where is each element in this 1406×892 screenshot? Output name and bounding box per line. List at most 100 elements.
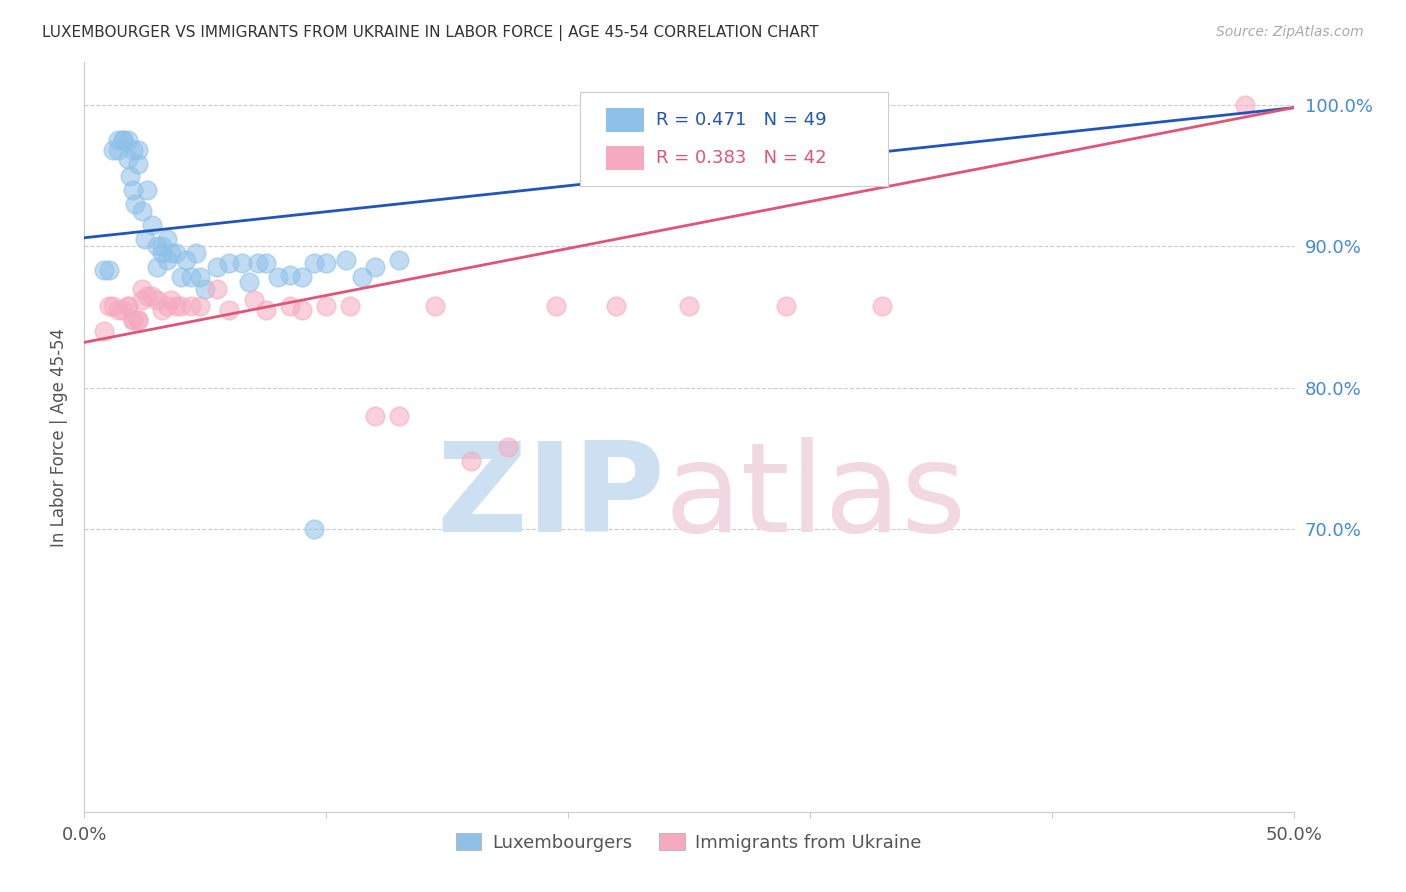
Point <box>170 299 193 313</box>
Point <box>121 183 143 197</box>
Point <box>117 133 139 147</box>
Point <box>363 260 385 275</box>
Point <box>872 299 894 313</box>
Text: R = 0.471   N = 49: R = 0.471 N = 49 <box>657 112 827 129</box>
Point <box>218 256 240 270</box>
Point <box>155 299 177 313</box>
Point <box>165 246 187 260</box>
Point <box>146 293 169 307</box>
Point <box>127 157 149 171</box>
Point <box>117 299 139 313</box>
Point <box>605 299 627 313</box>
Point <box>124 196 146 211</box>
Point <box>121 312 143 326</box>
Point <box>134 232 156 246</box>
Point <box>678 299 700 313</box>
Point <box>267 270 290 285</box>
Point <box>120 169 142 183</box>
Point <box>141 289 163 303</box>
Point <box>127 312 149 326</box>
Point <box>97 299 120 313</box>
Point <box>302 522 325 536</box>
Point <box>460 454 482 468</box>
Point <box>184 246 207 260</box>
Point <box>160 293 183 307</box>
Point <box>150 302 173 317</box>
Point <box>254 302 277 317</box>
Point <box>352 270 374 285</box>
Point <box>131 203 153 218</box>
Point <box>207 260 229 275</box>
Text: LUXEMBOURGER VS IMMIGRANTS FROM UKRAINE IN LABOR FORCE | AGE 45-54 CORRELATION C: LUXEMBOURGER VS IMMIGRANTS FROM UKRAINE … <box>42 25 818 41</box>
Point <box>335 253 357 268</box>
Point <box>155 253 177 268</box>
Point <box>107 143 129 157</box>
Point <box>131 282 153 296</box>
Text: R = 0.383   N = 42: R = 0.383 N = 42 <box>657 149 827 167</box>
Legend: Luxembourgers, Immigrants from Ukraine: Luxembourgers, Immigrants from Ukraine <box>449 826 929 859</box>
Point <box>103 143 125 157</box>
Point <box>107 302 129 317</box>
Point <box>121 143 143 157</box>
Point <box>127 312 149 326</box>
Point <box>218 302 240 317</box>
Point <box>141 218 163 232</box>
Point <box>423 299 446 313</box>
Point <box>207 282 229 296</box>
Point <box>97 263 120 277</box>
Point <box>315 299 337 313</box>
Point <box>247 256 270 270</box>
Point <box>190 299 212 313</box>
Point <box>544 299 567 313</box>
Point <box>278 299 301 313</box>
Point <box>339 299 361 313</box>
Point <box>302 256 325 270</box>
Point <box>103 299 125 313</box>
Point <box>93 324 115 338</box>
FancyBboxPatch shape <box>606 145 644 169</box>
Point <box>231 256 253 270</box>
Point <box>174 253 197 268</box>
Point <box>117 299 139 313</box>
Point <box>127 143 149 157</box>
Point <box>131 293 153 307</box>
Point <box>363 409 385 423</box>
Point <box>155 232 177 246</box>
Point <box>315 256 337 270</box>
Point <box>165 299 187 313</box>
Text: ZIP: ZIP <box>436 436 665 558</box>
Point <box>496 440 519 454</box>
Point <box>136 183 159 197</box>
FancyBboxPatch shape <box>606 108 644 132</box>
Point <box>775 299 797 313</box>
Point <box>388 409 411 423</box>
Point <box>146 239 169 253</box>
Point <box>190 270 212 285</box>
Point <box>242 293 264 307</box>
Point <box>1234 98 1257 112</box>
Point <box>194 282 217 296</box>
Point <box>112 133 135 147</box>
Point <box>112 133 135 147</box>
Point <box>170 270 193 285</box>
Text: Source: ZipAtlas.com: Source: ZipAtlas.com <box>1216 25 1364 39</box>
Point <box>180 270 202 285</box>
Point <box>121 312 143 326</box>
Point <box>150 239 173 253</box>
Point <box>278 268 301 282</box>
Point <box>291 270 314 285</box>
Y-axis label: In Labor Force | Age 45-54: In Labor Force | Age 45-54 <box>49 327 67 547</box>
Text: atlas: atlas <box>665 436 967 558</box>
Point <box>117 152 139 166</box>
FancyBboxPatch shape <box>581 93 889 186</box>
Point <box>112 302 135 317</box>
Point <box>254 256 277 270</box>
Point <box>291 302 314 317</box>
Point <box>160 246 183 260</box>
Point <box>180 299 202 313</box>
Point <box>150 246 173 260</box>
Point <box>238 275 260 289</box>
Point <box>136 289 159 303</box>
Point <box>93 263 115 277</box>
Point <box>107 133 129 147</box>
